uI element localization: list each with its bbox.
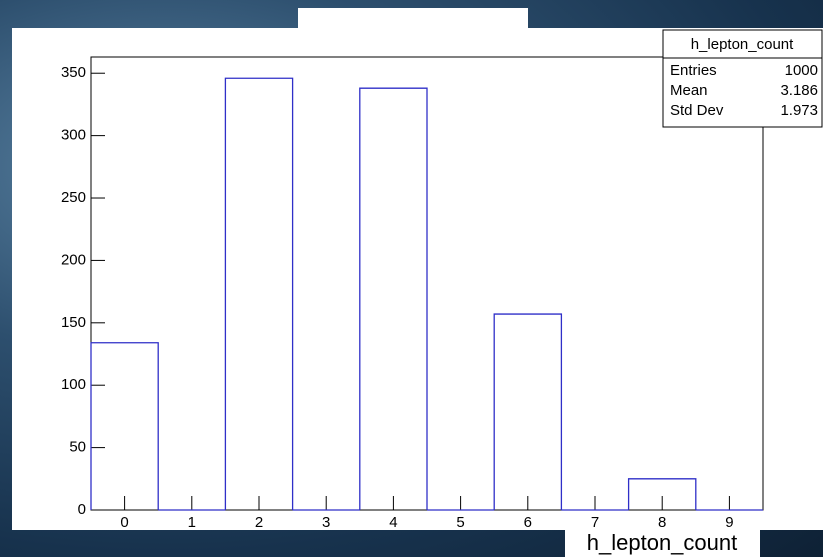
x-axis-title: h_lepton_count	[587, 530, 737, 555]
stats-value: 3.186	[780, 82, 818, 99]
y-tick-label: 350	[61, 64, 86, 81]
y-tick-label: 100	[61, 376, 86, 393]
x-tick-label: 7	[591, 514, 599, 531]
stats-label: Entries	[670, 62, 717, 79]
stats-label: Mean	[670, 82, 708, 99]
y-tick-label: 50	[69, 439, 86, 456]
x-tick-label: 2	[255, 514, 263, 531]
x-tick-label: 1	[188, 514, 196, 531]
x-tick-label: 8	[658, 514, 666, 531]
y-tick-label: 300	[61, 127, 86, 144]
x-tick-label: 0	[120, 514, 128, 531]
title-box	[298, 8, 528, 30]
bin	[493, 313, 563, 510]
stats-label: Std Dev	[670, 102, 724, 119]
stats-value: 1000	[785, 62, 818, 79]
x-tick-label: 6	[524, 514, 532, 531]
bin	[90, 342, 159, 510]
x-tick-label: 5	[456, 514, 464, 531]
y-tick-label: 250	[61, 189, 86, 206]
x-title-box	[565, 528, 760, 557]
bin	[359, 87, 428, 510]
stats-box	[662, 29, 823, 128]
y-tick-label: 200	[61, 251, 86, 268]
x-tick-label: 9	[725, 514, 733, 531]
bin	[627, 478, 697, 510]
x-tick-label: 4	[389, 514, 397, 531]
bin	[224, 77, 294, 510]
stats-value: 1.973	[780, 102, 818, 119]
y-tick-label: 150	[61, 314, 86, 331]
y-tick-label: 0	[78, 501, 86, 518]
stats-title: h_lepton_count	[691, 36, 794, 53]
x-tick-label: 3	[322, 514, 330, 531]
